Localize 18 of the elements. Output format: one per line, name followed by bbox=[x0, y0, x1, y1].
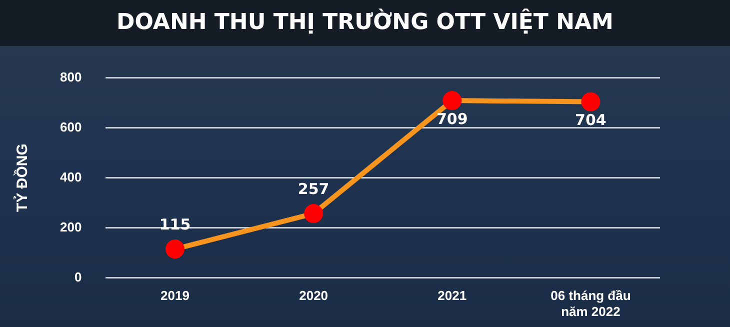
data-label: 704 bbox=[575, 111, 606, 130]
data-label: 257 bbox=[298, 180, 330, 198]
x-tick-label: 06 tháng đầu năm 2022 bbox=[550, 288, 631, 319]
x-tick-label: 2021 bbox=[438, 288, 467, 304]
point bbox=[304, 204, 324, 224]
point bbox=[581, 92, 600, 112]
y-tick-label: 400 bbox=[60, 169, 82, 184]
x-tick-label: 2020 bbox=[299, 288, 328, 304]
y-tick-label: 200 bbox=[60, 219, 82, 234]
point bbox=[165, 240, 184, 259]
chart-title: DOANH THU THỊ TRƯỜNG OTT VIỆT NAM bbox=[0, 0, 730, 46]
point bbox=[442, 91, 462, 110]
y-tick-label: 800 bbox=[60, 69, 82, 84]
y-tick-label: 600 bbox=[60, 119, 82, 134]
y-tick-label: 0 bbox=[74, 269, 82, 284]
data-label: 709 bbox=[436, 110, 468, 128]
y-axis-title: TỶ ĐỒNG bbox=[13, 144, 32, 212]
x-tick-label: 2019 bbox=[160, 288, 190, 304]
